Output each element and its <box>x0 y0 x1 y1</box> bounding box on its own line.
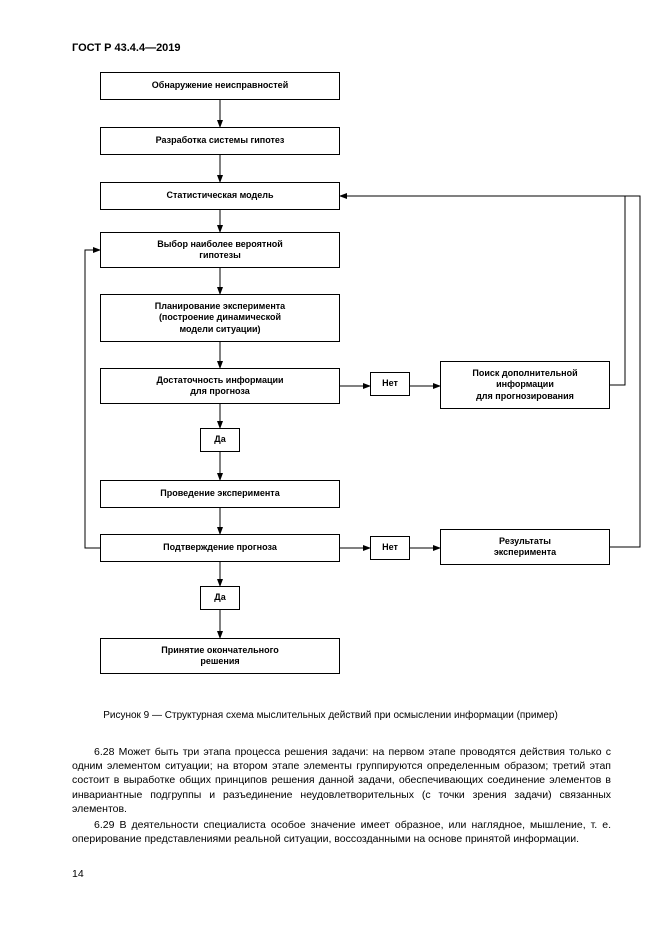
figure-caption: Рисунок 9 — Структурная схема мыслительн… <box>0 710 661 721</box>
paragraph-6-28: 6.28 Может быть три этапа процесса решен… <box>72 745 611 816</box>
flow-node-n7: Нет <box>370 372 410 396</box>
flow-node-n4: Выбор наиболее вероятнойгипотезы <box>100 232 340 268</box>
page-number: 14 <box>72 868 84 880</box>
flow-node-n12: Нет <box>370 536 410 560</box>
flow-node-n5: Планирование эксперимента(построение дин… <box>100 294 340 342</box>
flow-node-n10: Проведение эксперимента <box>100 480 340 508</box>
para-text: 6.29 В деятельности специалиста особое з… <box>72 819 611 845</box>
edge-n11-n4 <box>85 250 100 548</box>
page: ГОСТ Р 43.4.4—2019 Обнаружение неисправн… <box>0 0 661 935</box>
flow-node-n11: Подтверждение прогноза <box>100 534 340 562</box>
para-text: 6.28 Может быть три этапа процесса решен… <box>72 746 611 815</box>
flow-node-n9: Да <box>200 428 240 452</box>
document-header: ГОСТ Р 43.4.4—2019 <box>72 42 181 54</box>
flow-node-n1: Обнаружение неисправностей <box>100 72 340 100</box>
edge-n8-n3 <box>340 196 625 385</box>
flow-node-n2: Разработка системы гипотез <box>100 127 340 155</box>
flow-node-n13: Результатыэксперимента <box>440 529 610 565</box>
flow-node-n6: Достаточность информациидля прогноза <box>100 368 340 404</box>
flow-node-n14: Да <box>200 586 240 610</box>
flow-node-n15: Принятие окончательногорешения <box>100 638 340 674</box>
flowchart-container: Обнаружение неисправностей Разработка сис… <box>80 72 610 692</box>
paragraph-6-29: 6.29 В деятельности специалиста особое з… <box>72 818 611 846</box>
flow-node-n8: Поиск дополнительнойинформациидля прогно… <box>440 361 610 409</box>
flow-node-n3: Статистическая модель <box>100 182 340 210</box>
